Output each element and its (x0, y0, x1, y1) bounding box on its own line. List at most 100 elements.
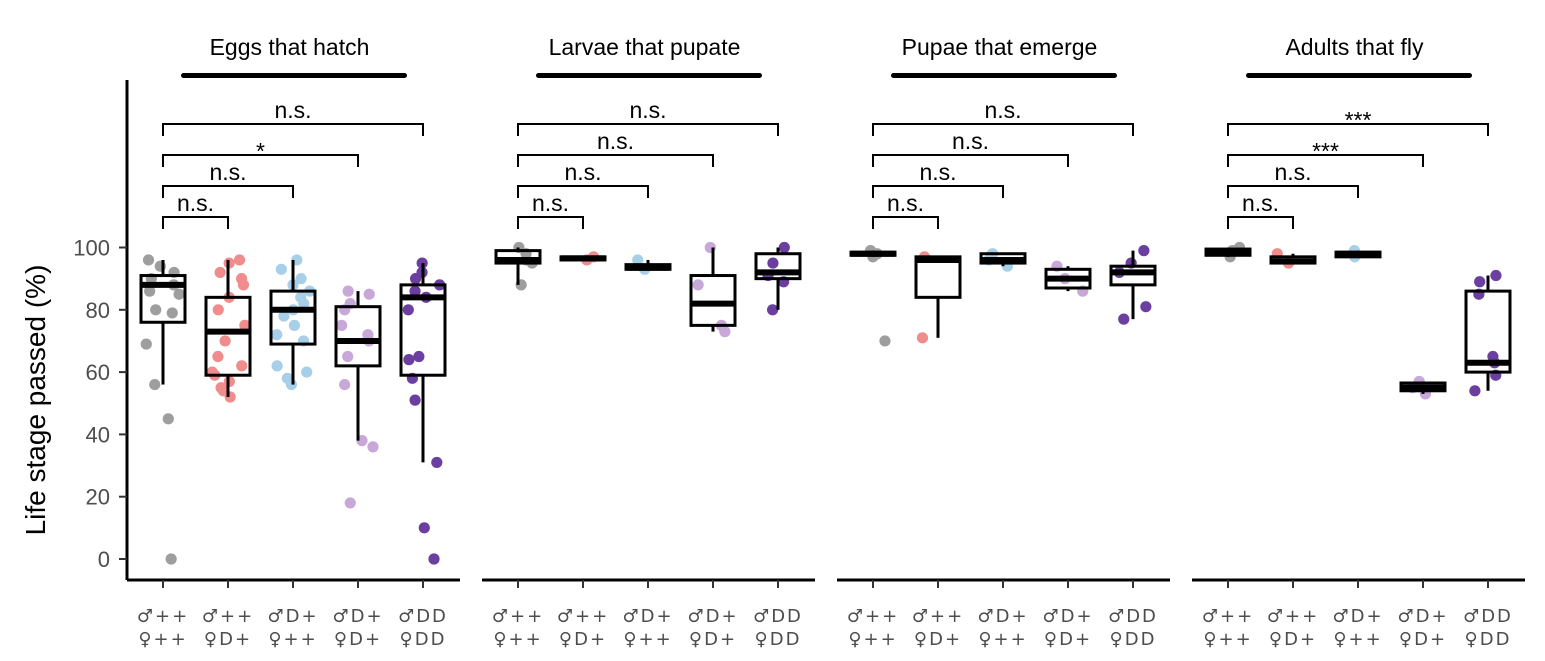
facet-panel: Pupae that emerge♂++♀++♂++♀D+♂D+♀++♂D+♀D… (837, 34, 1170, 650)
x-tick-female: ♀DD (400, 629, 447, 650)
data-point (144, 285, 156, 297)
significance-bracket (872, 154, 1069, 167)
facet-title-bar (891, 73, 1117, 78)
x-tick-female: ♀D+ (204, 629, 252, 650)
data-point (142, 254, 155, 266)
data-point (301, 366, 313, 378)
significance-bracket (162, 185, 294, 198)
data-point (916, 332, 929, 344)
facet-panel: Larvae that pupate♂++♀++♂++♀D+♂D+♀++♂D+♀… (482, 34, 815, 650)
x-tick-male: ♂++ (492, 606, 544, 627)
x-tick-female: ♀D+ (1399, 629, 1447, 650)
data-point (233, 254, 246, 266)
significance-bracket (517, 185, 649, 198)
x-tick-female: ♀D+ (559, 629, 607, 650)
significance-bracket (162, 123, 424, 136)
data-point (431, 456, 443, 469)
box (914, 255, 962, 299)
x-tick-male: ♂D+ (687, 606, 738, 627)
data-point (173, 288, 185, 300)
x-tick-female: ♀++ (1203, 629, 1252, 650)
significance-bracket (1227, 216, 1294, 229)
data-point (402, 304, 414, 316)
data-point (692, 279, 704, 291)
data-point (766, 304, 779, 316)
data-point (219, 335, 231, 347)
significance-label: n.s. (887, 190, 924, 216)
data-point (166, 307, 178, 319)
data-point (239, 319, 251, 331)
x-tick-female: ♀DD (1110, 629, 1157, 650)
data-point (335, 319, 348, 331)
data-point (428, 553, 440, 565)
x-tick-female: ♀D+ (1269, 629, 1317, 650)
x-tick-female: ♀D+ (1044, 629, 1092, 650)
facet-title-bar (1246, 73, 1472, 78)
data-point (295, 273, 307, 285)
y-tick-label: 100 (73, 236, 110, 261)
x-tick-male: ♂D+ (977, 606, 1028, 627)
facets: Eggs that hatch♂++♀++♂++♀D+♂D+♀++♂D+♀D+♂… (127, 34, 1525, 650)
significance-bracket (1227, 154, 1424, 167)
box (754, 252, 802, 281)
significance-label: n.s. (209, 159, 246, 185)
data-point (767, 257, 779, 269)
x-tick-female: ♀++ (138, 629, 187, 650)
data-point (212, 304, 224, 316)
x-tick-male: ♂D+ (1332, 606, 1383, 627)
data-point (1490, 269, 1502, 282)
y-axis: 0 20 40 60 80 100 (73, 80, 129, 580)
significance-bracket (162, 154, 359, 167)
x-tick-male: ♂D+ (1042, 606, 1093, 627)
data-point (149, 378, 161, 391)
x-tick-female: ♀++ (1333, 629, 1382, 650)
facet-title: Pupae that emerge (902, 34, 1098, 60)
data-point (215, 382, 227, 394)
significance-label: n.s. (532, 190, 569, 216)
y-tick-label: 60 (86, 360, 110, 385)
x-tick-female: ♀DD (755, 629, 802, 650)
data-point (778, 241, 790, 254)
data-point (418, 522, 430, 534)
y-axis-label: Life stage passed (%) (20, 265, 51, 536)
x-tick-female: ♀++ (978, 629, 1027, 650)
y-tick-label: 0 (98, 547, 110, 572)
data-point (1469, 385, 1481, 397)
data-point (1118, 313, 1130, 325)
data-point (403, 354, 415, 366)
data-point (342, 350, 354, 363)
x-tick-female: ♀++ (623, 629, 672, 650)
facet-title: Adults that fly (1285, 34, 1424, 60)
x-tick-male: ♂D+ (267, 606, 318, 627)
significance-bracket (872, 123, 1134, 136)
facet-title: Larvae that pupate (549, 34, 741, 60)
significance-bracket (517, 216, 584, 229)
data-point (409, 285, 421, 297)
data-point (363, 288, 375, 300)
data-point (235, 273, 248, 285)
data-point (236, 360, 248, 372)
box (689, 274, 737, 327)
box (1109, 264, 1157, 287)
x-tick-male: ♂++ (847, 606, 899, 627)
x-tick-female: ♀D+ (914, 629, 962, 650)
box (204, 295, 252, 377)
x-tick-male: ♂DD (398, 606, 448, 627)
x-tick-male: ♂++ (557, 606, 609, 627)
significance-bracket (872, 185, 1004, 198)
significance-label: n.s. (177, 190, 214, 216)
y-tick-label: 20 (86, 485, 110, 510)
data-point (271, 360, 283, 372)
x-tick-male: ♂++ (1202, 606, 1254, 627)
significance-label: *** (1312, 138, 1339, 164)
y-tick-label: 80 (86, 298, 110, 323)
significance-bracket (1227, 123, 1489, 136)
x-tick-male: ♂D+ (1397, 606, 1448, 627)
data-point (140, 338, 152, 350)
x-tick-male: ♂++ (202, 606, 254, 627)
data-point (344, 497, 356, 509)
x-tick-male: ♂D+ (332, 606, 383, 627)
significance-label: n.s. (564, 159, 601, 185)
significance-label: *** (1345, 107, 1372, 133)
x-tick-male: ♂++ (137, 606, 189, 627)
